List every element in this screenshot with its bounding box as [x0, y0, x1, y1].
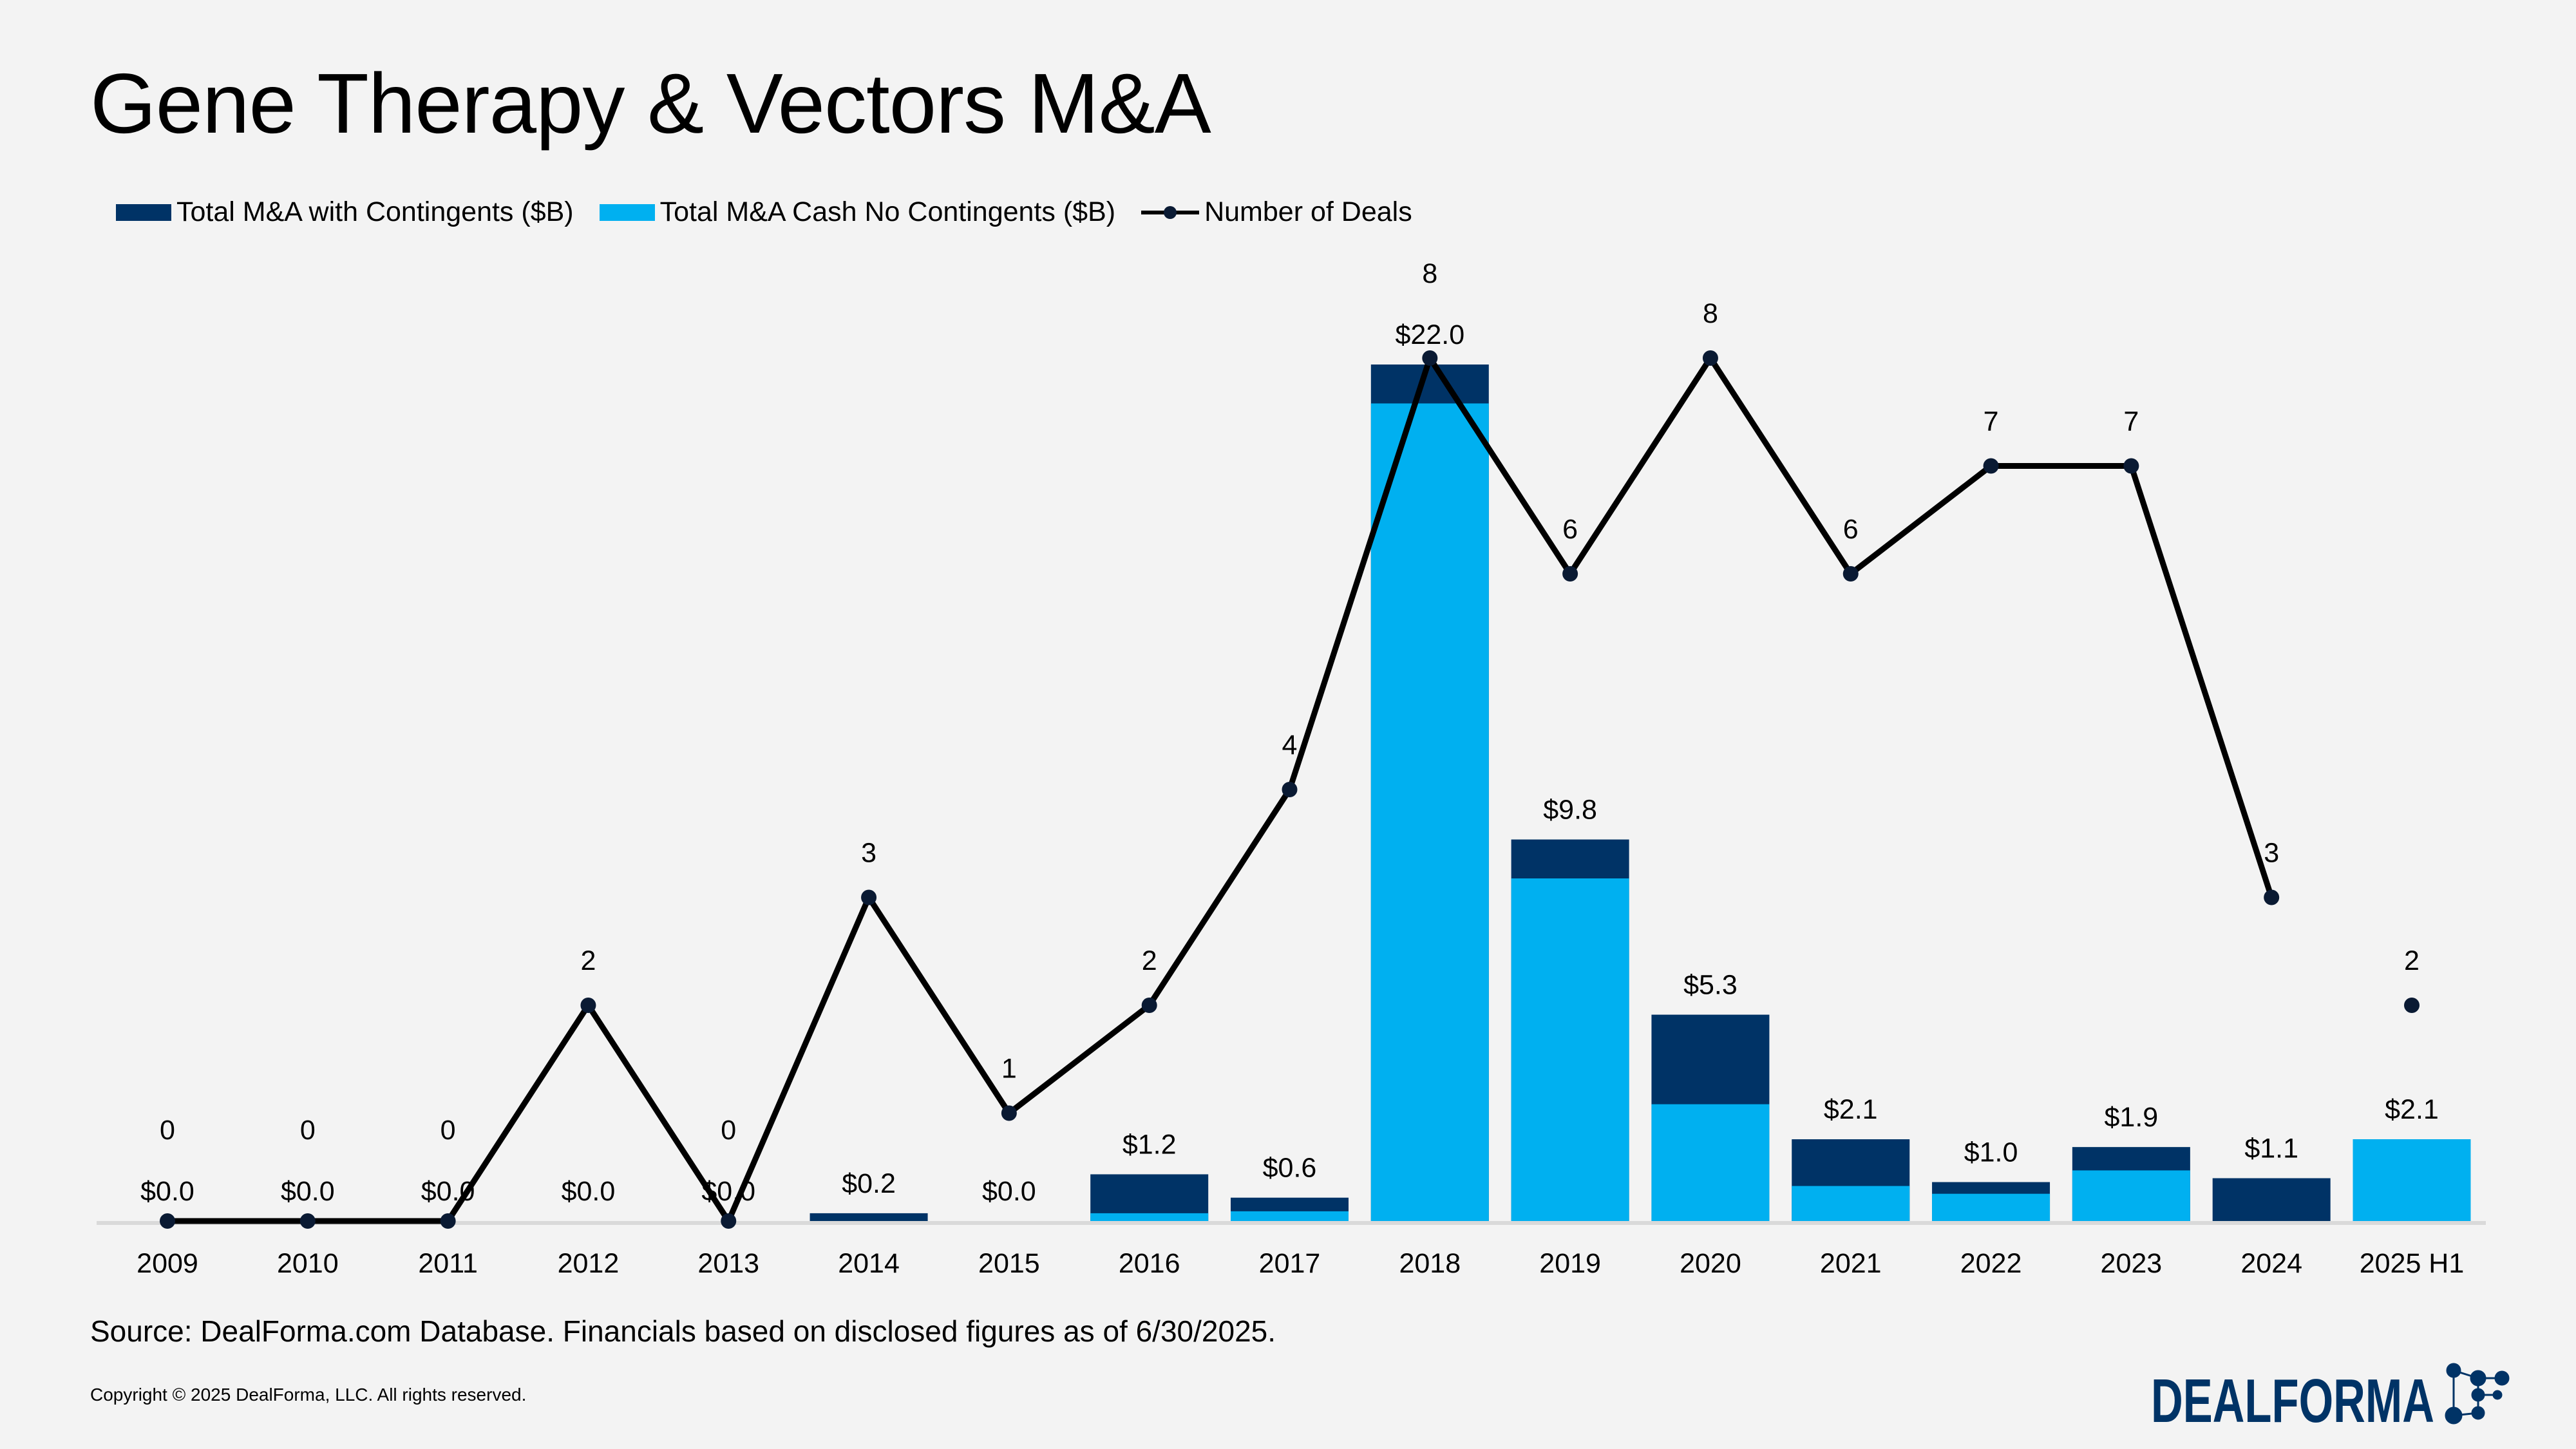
bar-cash — [1932, 1193, 2050, 1221]
bar-value-label: $2.1 — [1824, 1094, 1878, 1125]
deals-line — [167, 355, 2275, 1224]
bar-cash — [2072, 1170, 2190, 1221]
deals-point — [580, 998, 596, 1013]
legend-swatch-contingents — [116, 204, 171, 221]
legend-label: Number of Deals — [1204, 196, 1412, 227]
x-tick-label: 2019 — [1539, 1248, 1601, 1279]
x-tick-label: 2009 — [137, 1248, 198, 1279]
x-tick-label: 2012 — [558, 1248, 620, 1279]
deals-value-label: 4 — [1282, 730, 1298, 761]
bar-cash — [1511, 878, 1629, 1221]
deals-point — [721, 1213, 737, 1229]
bar-contingents — [810, 1213, 928, 1221]
x-tick-label: 2017 — [1259, 1248, 1321, 1279]
bar-cash — [1792, 1186, 1910, 1221]
deals-value-label: 2 — [580, 945, 596, 976]
copyright: Copyright © 2025 DealForma, LLC. All rig… — [90, 1385, 527, 1405]
x-tick-label: 2016 — [1119, 1248, 1180, 1279]
deals-point — [1141, 998, 1157, 1013]
deals-value-label: 0 — [160, 1115, 175, 1146]
deals-point — [1983, 458, 1999, 474]
x-tick-label: 2013 — [697, 1248, 759, 1279]
x-tick-label: 2025 H1 — [2360, 1248, 2465, 1279]
deals-point — [1842, 566, 1859, 582]
legend-item-deals: Number of Deals — [1141, 196, 1412, 228]
x-tick-label: 2023 — [2101, 1248, 2163, 1279]
deals-point — [1562, 566, 1578, 582]
x-tick-label: 2018 — [1399, 1248, 1461, 1279]
deals-point — [2404, 998, 2420, 1013]
bar-value-label: $0.0 — [140, 1176, 194, 1207]
deals-value-label: 3 — [2264, 838, 2279, 869]
deals-point — [1282, 782, 1298, 797]
x-tick-label: 2022 — [1960, 1248, 2022, 1279]
deals-value-label: 0 — [440, 1115, 456, 1146]
source-note: Source: DealForma.com Database. Financia… — [90, 1314, 1276, 1348]
bar-cash — [1651, 1104, 1770, 1221]
x-tick-label: 2015 — [978, 1248, 1040, 1279]
deals-value-label: 7 — [1984, 406, 1999, 437]
legend-label: Total M&A with Contingents ($B) — [176, 196, 574, 227]
bar-cash — [1370, 403, 1489, 1221]
dealforma-logo: DEALFORMA — [2151, 1363, 2510, 1430]
x-tick-label: 2010 — [277, 1248, 339, 1279]
deals-value-label: 8 — [1422, 258, 1437, 289]
x-tick-label: 2011 — [418, 1248, 477, 1279]
x-tick-label: 2020 — [1680, 1248, 1741, 1279]
deals-point — [861, 889, 877, 905]
deals-value-label: 8 — [1703, 298, 1718, 329]
deals-point — [440, 1213, 456, 1229]
bar-value-label: $0.0 — [562, 1176, 616, 1207]
legend: Total M&A with Contingents ($B) Total M&… — [116, 196, 1438, 228]
bar-value-label: $5.3 — [1683, 970, 1738, 1001]
deals-value-label: 6 — [1843, 514, 1859, 545]
bar-cash — [1090, 1213, 1209, 1221]
x-tick-label: 2024 — [2240, 1248, 2302, 1279]
bar-value-label: $0.2 — [842, 1168, 896, 1199]
svg-text:DEALFORMA: DEALFORMA — [2151, 1367, 2434, 1430]
deals-value-label: 7 — [2123, 406, 2139, 437]
bar-value-label: $0.0 — [281, 1176, 335, 1207]
legend-label: Total M&A Cash No Contingents ($B) — [659, 196, 1116, 227]
x-tick-label: 2014 — [838, 1248, 900, 1279]
bar-value-label: $1.1 — [2244, 1133, 2298, 1164]
bar-contingents — [2212, 1178, 2331, 1221]
deals-point — [299, 1213, 316, 1229]
bar-value-label: $0.6 — [1263, 1153, 1317, 1184]
deals-point — [160, 1213, 175, 1229]
deals-point — [1422, 350, 1438, 366]
legend-swatch-cash — [599, 204, 655, 221]
bar-value-label: $2.1 — [2385, 1094, 2439, 1125]
deals-value-label: 0 — [721, 1115, 736, 1146]
chart-title: Gene Therapy & Vectors M&A — [90, 56, 1211, 151]
deals-point — [1001, 1105, 1017, 1121]
deals-value-label: 2 — [1142, 945, 1157, 976]
deals-point — [1702, 350, 1718, 366]
bar-cash — [1231, 1211, 1349, 1221]
bar-value-label: $0.0 — [982, 1176, 1036, 1207]
bar-value-label: $22.0 — [1396, 319, 1465, 350]
deals-point — [2264, 889, 2280, 905]
bar-value-label: $1.2 — [1122, 1129, 1177, 1160]
deals-value-label: 0 — [300, 1115, 316, 1146]
x-tick-label: 2021 — [1820, 1248, 1882, 1279]
legend-line-marker-icon — [1141, 205, 1200, 219]
deals-value-label: 2 — [2404, 945, 2420, 976]
deals-value-label: 1 — [1001, 1054, 1017, 1084]
bar-cash — [2353, 1139, 2471, 1221]
legend-item-cash: Total M&A Cash No Contingents ($B) — [599, 196, 1116, 228]
deals-value-label: 6 — [1562, 514, 1578, 545]
deals-value-label: 3 — [861, 838, 876, 869]
deals-point — [2123, 458, 2139, 474]
bar-value-label: $9.8 — [1543, 795, 1597, 826]
legend-item-contingents: Total M&A with Contingents ($B) — [116, 196, 574, 228]
bar-value-label: $1.0 — [1964, 1137, 2018, 1168]
bar-value-label: $1.9 — [2105, 1102, 2159, 1133]
